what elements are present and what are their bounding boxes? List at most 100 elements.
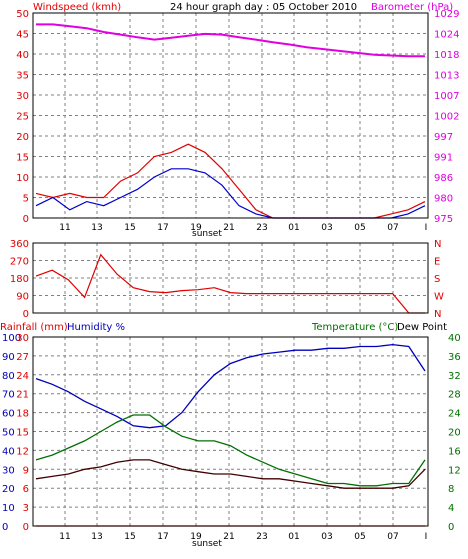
humidity-tick-label: 100 (2, 333, 21, 344)
barometer-tick-label: 1007 (434, 91, 459, 102)
humidity-tick-label: 20 (2, 484, 15, 495)
windspeed-tick-label: 5 (23, 194, 29, 205)
rainfall-tick-label: 24 (16, 371, 29, 382)
barometer-series-line (36, 23, 425, 58)
compass-tick-label: E (434, 257, 440, 268)
x-tick-label: 07 (387, 223, 398, 233)
windspeed-tick-label: 45 (16, 30, 29, 41)
x-tick-label: 05 (354, 223, 365, 233)
direction-tick-label: 360 (10, 239, 29, 250)
barometer-tick-label: 1013 (434, 71, 459, 82)
temperature-series-line (35, 414, 426, 487)
humidity-tick-label: 80 (2, 371, 15, 382)
panel-2-left-ticks: 0 90 180 270 360 (10, 239, 29, 320)
x-tick-label: I (425, 532, 428, 542)
temperature-tick-label: 20 (448, 428, 461, 439)
humidity-tick-label: 50 (2, 428, 15, 439)
panel-2-frame (32, 242, 429, 314)
windspeed-tick-label: 0 (23, 214, 29, 225)
rainfall-tick-label: 27 (16, 352, 29, 363)
humidity-tick-label: 70 (2, 390, 15, 401)
direction-tick-label: 0 (23, 309, 29, 320)
dewpoint-axis-title: Dew Point (397, 322, 447, 333)
chart-title: 24 hour graph day : 05 October 2010 (170, 2, 357, 13)
x-tick-label: 05 (354, 532, 365, 542)
panel-3-x-ticks: 11 13 15 17 19 21 23 01 03 05 07 I (59, 532, 427, 542)
temperature-tick-label: 0 (448, 522, 454, 533)
panel-1-right-ticks: 975 980 986 991 997 1002 1007 1013 1018 1024 1029 (434, 9, 459, 225)
temperature-tick-label: 4 (448, 503, 454, 514)
panel-3-frame (32, 336, 429, 527)
rainfall-tick-label: 30 (16, 333, 29, 344)
barometer-axis-title: Barometer (hPa) (371, 2, 453, 13)
rainfall-tick-label: 15 (16, 428, 29, 439)
panel-1-grid (33, 13, 428, 218)
x-tick-label: 03 (321, 532, 332, 542)
windspeed-tick-label: 20 (16, 132, 29, 143)
x-tick-label: 01 (288, 532, 299, 542)
panel-3-grid (33, 337, 428, 526)
panel-3-sunset-label: sunset (192, 539, 222, 549)
x-tick-label: 21 (223, 223, 234, 233)
x-tick-label: 15 (124, 223, 135, 233)
temperature-tick-label: 8 (448, 484, 454, 495)
compass-tick-label: W (434, 292, 444, 303)
x-tick-label: 19 (190, 223, 202, 233)
windspeed-tick-label: 35 (16, 71, 29, 82)
windspeed-tick-label: 30 (16, 91, 29, 102)
rainfall-tick-label: 6 (23, 484, 29, 495)
x-tick-label: 15 (124, 532, 135, 542)
temperature-tick-label: 40 (448, 333, 461, 344)
x-tick-label: 17 (157, 223, 168, 233)
barometer-tick-label: 975 (434, 214, 453, 225)
direction-series-line (35, 253, 425, 314)
windspeed-tick-label: 15 (16, 153, 29, 164)
direction-tick-label: 180 (10, 274, 29, 285)
x-tick-label: 13 (91, 532, 102, 542)
rainfall-tick-label: 3 (23, 503, 29, 514)
humidity-tick-label: 40 (2, 446, 15, 457)
humidity-tick-label: 0 (2, 522, 8, 533)
panel-2-marks (35, 253, 425, 314)
humidity-tick-label: 30 (2, 465, 15, 476)
temperature-tick-label: 12 (448, 465, 461, 476)
barometer-tick-label: 1029 (434, 9, 459, 20)
rainfall-axis-title: Rainfall (mm) (0, 322, 68, 333)
rainfall-tick-label: 18 (16, 409, 29, 420)
x-tick-label: 11 (59, 532, 70, 542)
x-tick-label: 01 (288, 223, 299, 233)
rainfall-tick-label: 21 (16, 390, 29, 401)
rainfall-tick-label: 12 (16, 446, 29, 457)
panel-1-sunset-label: sunset (192, 229, 222, 239)
temperature-tick-label: 24 (448, 409, 461, 420)
barometer-tick-label: 980 (434, 194, 453, 205)
windspeed-tick-label: 25 (16, 112, 29, 123)
barometer-tick-label: 1002 (434, 112, 459, 123)
panel-3-right-ticks: 0 4 8 12 16 20 24 28 32 36 40 (448, 333, 461, 533)
x-tick-label: 23 (256, 532, 267, 542)
panel-1-x-ticks: 11 13 15 17 19 21 23 01 03 05 07 I (59, 223, 427, 233)
x-tick-label: 07 (387, 532, 398, 542)
barometer-tick-label: 991 (434, 153, 453, 164)
humidity-series-line (35, 343, 426, 429)
x-tick-label: 13 (91, 223, 102, 233)
panel-1-left-ticks: 0 5 10 15 20 25 30 35 40 45 50 (16, 9, 29, 225)
humidity-tick-label: 60 (2, 409, 15, 420)
x-tick-label: 21 (223, 532, 234, 542)
compass-tick-label: N (434, 309, 441, 320)
barometer-tick-label: 986 (434, 173, 453, 184)
x-tick-label: 23 (256, 223, 267, 233)
windspeed-axis-title: Windspeed (kmh) (33, 2, 121, 13)
dewpoint-series-line (35, 459, 426, 489)
direction-tick-label: 270 (10, 257, 29, 268)
rainfall-tick-label: 0 (23, 522, 29, 533)
temperature-tick-label: 28 (448, 390, 461, 401)
x-tick-label: 03 (321, 223, 332, 233)
direction-tick-label: 90 (16, 292, 29, 303)
windspeed-tick-label: 10 (16, 173, 29, 184)
x-tick-label: 19 (190, 532, 202, 542)
barometer-tick-label: 1024 (434, 30, 459, 41)
